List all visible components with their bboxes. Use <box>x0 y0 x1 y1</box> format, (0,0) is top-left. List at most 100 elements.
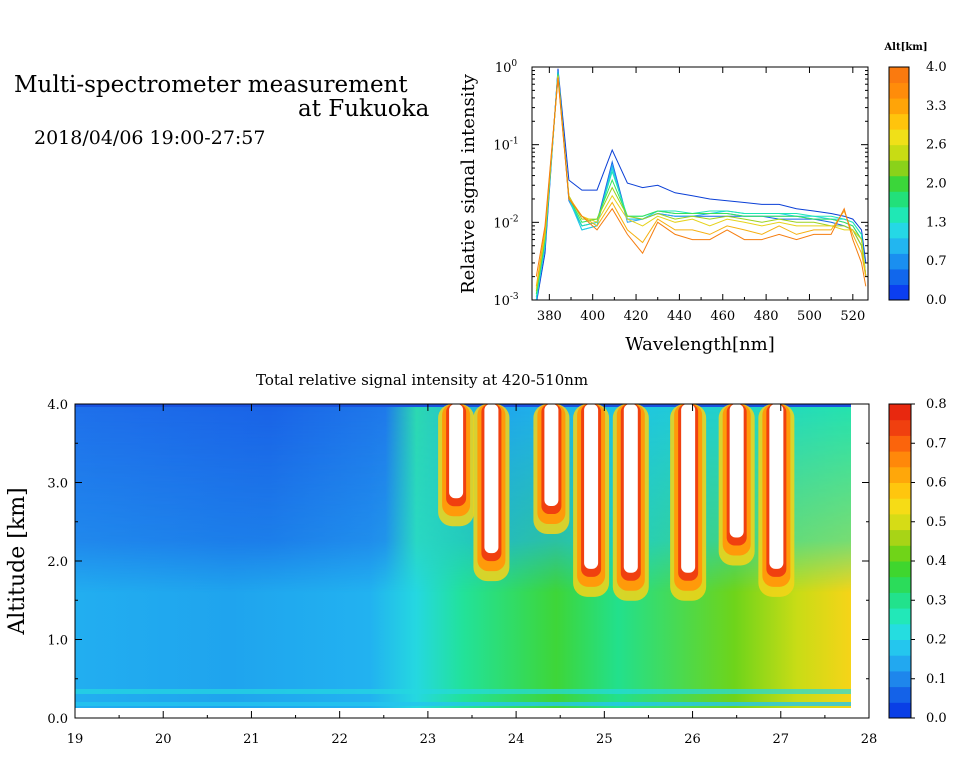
intensity-colorbar-band-2 <box>889 670 911 688</box>
intensity-colorbar-label-5: 0.5 <box>926 515 947 530</box>
altitude-colorbar-band-11 <box>889 113 909 130</box>
intensity-colorbar-band-12 <box>889 513 911 531</box>
spectra-ytick-label-3: 100 <box>495 59 518 76</box>
spectrum-line-9 <box>535 78 867 287</box>
intensity-colorbar-band-6 <box>889 608 911 625</box>
cloud-region-3 <box>573 404 610 597</box>
cloud-region-6 <box>718 404 755 566</box>
cloud-region-5 <box>670 404 707 601</box>
cloud-region-0 <box>438 404 475 527</box>
intensity-colorbar-band-19 <box>889 404 911 421</box>
heatmap-ytick-label-0: 0.0 <box>47 712 68 727</box>
altitude-colorbar-band-8 <box>889 160 909 177</box>
intensity-colorbar-band-7 <box>889 592 911 609</box>
altitude-colorbar-label-2: 1.3 <box>926 215 947 230</box>
spectra-xtick-label-2: 420 <box>624 309 649 324</box>
intensity-colorbar-label-8: 0.8 <box>926 397 947 412</box>
spectra-plot-frame <box>531 66 869 301</box>
spectrum-line-4 <box>535 73 867 297</box>
altitude-colorbar-band-0 <box>889 284 909 301</box>
altitude-colorbar-label-6: 4.0 <box>926 60 947 75</box>
heatmap-xtick-label-2: 21 <box>243 732 260 747</box>
altitude-colorbar-band-13 <box>889 82 909 99</box>
heatmap-title: Total relative signal intensity at 420-5… <box>256 371 589 389</box>
spectra-ylabel: Relative signal intensity <box>458 73 479 294</box>
heatmap-xtick-label-9: 28 <box>861 732 878 747</box>
intensity-colorbar-label-2: 0.2 <box>926 633 947 648</box>
altitude-colorbar-band-9 <box>889 144 909 161</box>
intensity-colorbar-band-18 <box>889 419 911 436</box>
spectra-ytick-label-2: 10-1 <box>493 137 518 154</box>
altitude-colorbar-band-2 <box>889 253 909 270</box>
altitude-colorbar-band-6 <box>889 191 909 208</box>
spectra-xtick-label-4: 460 <box>710 309 735 324</box>
altitude-colorbar-frame <box>888 66 910 301</box>
intensity-colorbar-label-3: 0.3 <box>926 593 947 608</box>
spectra-xtick-label-3: 440 <box>667 309 692 324</box>
intensity-colorbar-band-10 <box>889 545 911 562</box>
heatmap-ytick-label-1: 1.0 <box>47 634 68 649</box>
cloud-region-7 <box>758 404 795 597</box>
cloud-region-1 <box>473 404 510 582</box>
intensity-colorbar-band-14 <box>889 482 911 499</box>
heatmap-xtick-label-6: 25 <box>596 732 613 747</box>
spectra-xtick-label-1: 400 <box>580 309 605 324</box>
intensity-colorbar-label-4: 0.4 <box>926 554 947 569</box>
spectrum-line-0 <box>536 68 867 300</box>
intensity-colorbar-label-6: 0.6 <box>926 476 947 491</box>
intensity-colorbar-band-8 <box>889 576 911 593</box>
intensity-colorbar-band-3 <box>889 655 911 672</box>
heatmap-xtick-label-3: 22 <box>331 732 348 747</box>
spectra-ytick-label-0: 10-3 <box>493 292 519 309</box>
altitude-colorbar-label-4: 2.6 <box>926 138 947 153</box>
intensity-colorbar-band-9 <box>889 561 911 578</box>
intensity-colorbar-label-7: 0.7 <box>926 436 947 451</box>
intensity-colorbar-band-11 <box>889 529 911 546</box>
heatmap-xtick-label-4: 23 <box>420 732 437 747</box>
spectra-xtick-label-5: 480 <box>754 309 779 324</box>
heatmap-ytick-label-4: 4.0 <box>47 398 68 413</box>
altitude-colorbar-band-1 <box>889 268 909 285</box>
title-line-1: Multi-spectrometer measurement <box>14 72 408 98</box>
heatmap-field <box>75 404 851 708</box>
altitude-colorbar-band-5 <box>889 206 909 223</box>
heatmap-xtick-label-0: 19 <box>67 732 84 747</box>
heatmap-xtick-label-7: 26 <box>684 732 701 747</box>
altitude-colorbar-band-14 <box>889 67 909 84</box>
cloud-region-4 <box>612 404 649 601</box>
heatmap-ytick-label-3: 3.0 <box>47 477 68 492</box>
heatmap-ytick-label-2: 2.0 <box>47 555 68 570</box>
intensity-colorbar: 0.0 0.1 0.2 0.3 0.4 0.5 0.6 0.7 0.8 <box>888 397 947 726</box>
intensity-colorbar-band-0 <box>889 702 911 719</box>
intensity-colorbar-band-16 <box>889 451 911 468</box>
altitude-colorbar-band-3 <box>889 237 909 254</box>
intensity-colorbar-band-15 <box>889 466 911 483</box>
spectra-xtick-label-7: 520 <box>840 309 865 324</box>
heatmap-xtick-label-1: 20 <box>155 732 172 747</box>
heatmap-xtick-label-5: 24 <box>508 732 525 747</box>
spectra-ytick-label-1: 10-2 <box>493 214 518 231</box>
heatmap-ylabel: Altitude [km] <box>5 487 30 635</box>
spectra-xtick-label-0: 380 <box>537 309 562 324</box>
heatmap-axes: 19 20 21 22 23 24 25 26 27 28 0.0 1.0 2.0 3.0 4.0 <box>47 398 877 747</box>
altitude-colorbar-band-10 <box>889 129 909 146</box>
altitude-colorbar-label-1: 0.7 <box>926 254 947 269</box>
altitude-colorbar-title: Alt[km] <box>883 42 927 53</box>
title-line-2: at Fukuoka <box>298 96 430 122</box>
altitude-colorbar-band-12 <box>889 98 909 115</box>
altitude-colorbar: 0.0 0.7 1.3 2.0 2.6 3.3 4.0 <box>888 60 947 308</box>
spectra-axes: 380 400 420 440 460 480 500 520 10-3 10-2 10-1 100 <box>493 59 868 324</box>
cloud-region-2 <box>533 404 570 535</box>
spectra-xtick-label-6: 500 <box>797 309 822 324</box>
heatmap-xtick-label-8: 27 <box>773 732 790 747</box>
intensity-colorbar-band-17 <box>889 435 911 452</box>
intensity-colorbar-band-13 <box>889 498 911 515</box>
intensity-colorbar-label-1: 0.1 <box>926 672 947 687</box>
altitude-colorbar-band-7 <box>889 175 909 192</box>
spectra-xlabel: Wavelength[nm] <box>625 334 775 355</box>
intensity-colorbar-band-1 <box>889 686 911 703</box>
observation-datetime: 2018/04/06 19:00-27:57 <box>34 127 266 149</box>
altitude-colorbar-label-5: 3.3 <box>926 99 947 114</box>
